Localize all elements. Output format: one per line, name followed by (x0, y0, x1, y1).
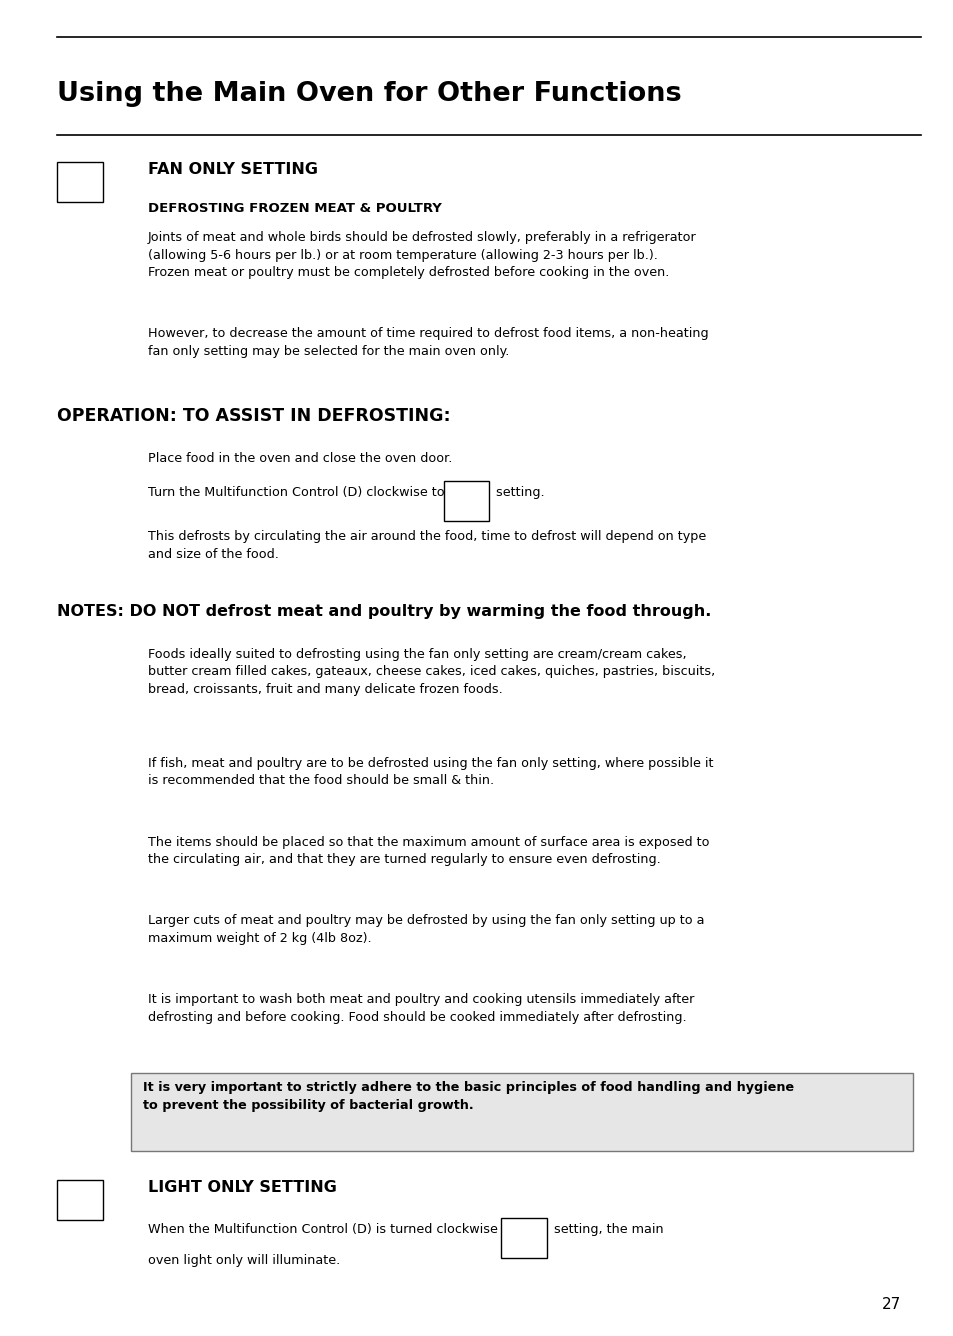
Text: FAN ONLY SETTING: FAN ONLY SETTING (148, 162, 317, 176)
Text: Oven
Light: Oven Light (508, 1228, 538, 1248)
Text: LIGHT ONLY SETTING: LIGHT ONLY SETTING (148, 1181, 336, 1196)
Text: This defrosts by circulating the air around the food, time to defrost will depen: This defrosts by circulating the air aro… (148, 530, 705, 561)
Text: NOTES: DO NOT defrost meat and poultry by warming the food through.: NOTES: DO NOT defrost meat and poultry b… (57, 604, 711, 619)
Text: setting.: setting. (492, 486, 544, 500)
FancyBboxPatch shape (500, 1218, 546, 1259)
FancyBboxPatch shape (57, 162, 103, 202)
Text: Joints of meat and whole birds should be defrosted slowly, preferably in a refri: Joints of meat and whole birds should be… (148, 231, 696, 279)
Text: OPERATION: TO ASSIST IN DEFROSTING:: OPERATION: TO ASSIST IN DEFROSTING: (57, 407, 451, 425)
Text: Fan
Only: Fan Only (453, 490, 479, 512)
Text: Foods ideally suited to defrosting using the fan only setting are cream/cream ca: Foods ideally suited to defrosting using… (148, 648, 715, 696)
Text: The items should be placed so that the maximum amount of surface area is exposed: The items should be placed so that the m… (148, 836, 709, 866)
Text: Oven
Light: Oven Light (64, 1190, 96, 1210)
Text: It is important to wash both meat and poultry and cooking utensils immediately a: It is important to wash both meat and po… (148, 994, 694, 1023)
Text: When the Multifunction Control (D) is turned clockwise to the: When the Multifunction Control (D) is tu… (148, 1224, 539, 1236)
Text: It is very important to strictly adhere to the basic principles of food handling: It is very important to strictly adhere … (143, 1082, 794, 1112)
Text: Place food in the oven and close the oven door.: Place food in the oven and close the ove… (148, 452, 452, 465)
Text: DEFROSTING FROZEN MEAT & POULTRY: DEFROSTING FROZEN MEAT & POULTRY (148, 202, 441, 215)
FancyBboxPatch shape (443, 481, 489, 521)
Text: If fish, meat and poultry are to be defrosted using the fan only setting, where : If fish, meat and poultry are to be defr… (148, 758, 713, 787)
Text: oven light only will illuminate.: oven light only will illuminate. (148, 1255, 340, 1267)
FancyBboxPatch shape (57, 1181, 103, 1221)
Text: Turn the Multifunction Control (D) clockwise to the: Turn the Multifunction Control (D) clock… (148, 486, 469, 500)
Text: Fan
Only: Fan Only (66, 171, 94, 192)
Text: Using the Main Oven for Other Functions: Using the Main Oven for Other Functions (57, 81, 681, 107)
Text: However, to decrease the amount of time required to defrost food items, a non-he: However, to decrease the amount of time … (148, 327, 708, 358)
Text: Larger cuts of meat and poultry may be defrosted by using the fan only setting u: Larger cuts of meat and poultry may be d… (148, 915, 703, 945)
Text: setting, the main: setting, the main (549, 1224, 662, 1236)
Text: 27: 27 (882, 1297, 901, 1312)
FancyBboxPatch shape (131, 1074, 912, 1152)
